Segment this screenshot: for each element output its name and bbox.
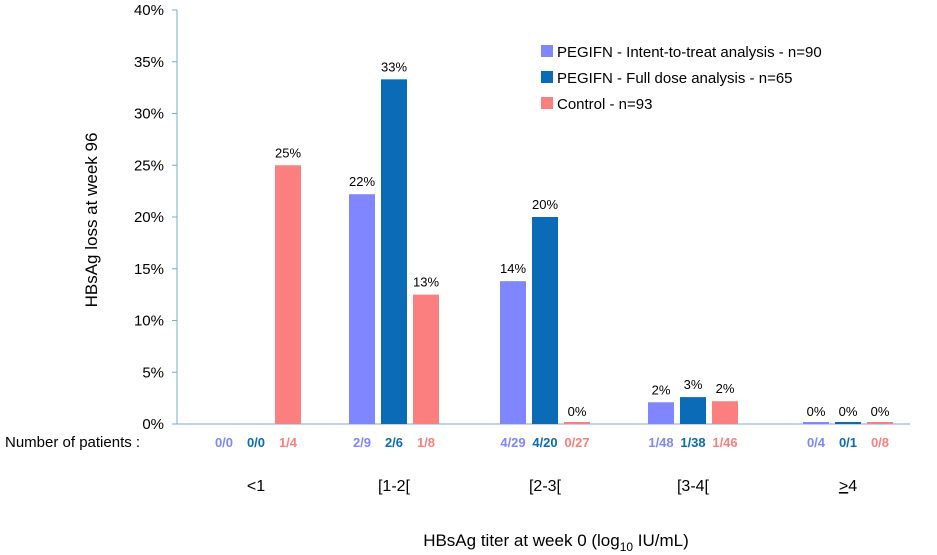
patient-count: 0/1: [839, 435, 857, 450]
y-tick-label: 25%: [134, 157, 164, 174]
data-label: 33%: [381, 59, 407, 74]
data-label: 0%: [839, 404, 858, 419]
category-label: >4: [839, 478, 857, 495]
category-label: <1: [247, 478, 265, 495]
data-label: 20%: [532, 197, 558, 212]
patient-count: 1/46: [712, 435, 737, 450]
y-tick-label: 20%: [134, 209, 164, 226]
patients-row-label: Number of patients :: [5, 434, 140, 451]
bar-3-2: [413, 294, 439, 424]
data-label: 14%: [500, 261, 526, 276]
x-categories: <1 [1-2[ [2-3[ [3-4[ >4: [247, 478, 857, 495]
patient-count: 4/20: [532, 435, 557, 450]
x-axis-title: HBsAg titer at week 0 (log10 IU/mL): [423, 531, 689, 554]
patient-count: 0/8: [871, 435, 889, 450]
y-tick-label: 15%: [134, 261, 164, 278]
bar-1-5: [803, 422, 829, 424]
y-axis-title: HBsAg loss at week 96: [82, 133, 101, 308]
y-tick-label: 0%: [142, 416, 164, 433]
patient-count: 1/4: [279, 435, 298, 450]
category-label: [3-4[: [677, 478, 710, 495]
data-labels: 22% 14% 2% 0% 33% 20% 3% 0% 25% 13% 0% 2% 0%: [275, 59, 890, 419]
data-label: 3%: [684, 377, 703, 392]
patient-count: 1/48: [648, 435, 673, 450]
legend-label: Control - n=93: [557, 96, 652, 113]
patient-count: 2/9: [353, 435, 371, 450]
bar-1-3: [500, 281, 526, 424]
y-tick-label: 5%: [142, 364, 164, 381]
bar-3-3: [564, 422, 590, 424]
data-label: 0%: [568, 404, 587, 419]
bar-3-5: [867, 422, 893, 424]
data-label: 2%: [652, 382, 671, 397]
patient-count: 0/4: [807, 435, 826, 450]
legend-swatch: [541, 71, 553, 83]
data-label: 25%: [275, 145, 301, 160]
bar-2-5: [835, 422, 861, 424]
x-axis-title-main: HBsAg titer at week 0 (log: [423, 531, 620, 550]
y-tick-label: 30%: [134, 106, 164, 123]
bar-3-1: [275, 165, 301, 424]
bars: [275, 79, 893, 424]
x-axis-title-tail: IU/mL): [633, 531, 689, 550]
x-axis-title-sub: 10: [620, 540, 634, 554]
patient-count: 0/0: [215, 435, 233, 450]
patient-count: 4/29: [500, 435, 525, 450]
bar-2-2: [381, 79, 407, 424]
patient-count: 2/6: [385, 435, 403, 450]
y-tick-label: 40%: [134, 2, 164, 19]
bar-1-4: [648, 402, 674, 424]
data-label: 2%: [716, 381, 735, 396]
legend-label: PEGIFN - Full dose analysis - n=65: [557, 70, 793, 87]
bar-3-4: [712, 401, 738, 424]
bar-1-2: [349, 194, 375, 424]
data-label: 13%: [413, 275, 439, 290]
data-label: 22%: [349, 174, 375, 189]
patient-count: 0/0: [247, 435, 265, 450]
y-tick-label: 10%: [134, 313, 164, 330]
y-tick-label: 35%: [134, 54, 164, 71]
patient-count: 1/8: [417, 435, 435, 450]
patient-count: 0/27: [564, 435, 589, 450]
bar-2-3: [532, 217, 558, 424]
bar-2-4: [680, 397, 706, 424]
category-label: [1-2[: [378, 478, 411, 495]
patient-count: 1/38: [680, 435, 705, 450]
legend: PEGIFN - Intent-to-treat analysis - n=90…: [541, 44, 822, 113]
patient-counts: Number of patients : 0/0 2/9 4/29 1/48 0/4 0/…: [5, 434, 889, 451]
legend-swatch: [541, 45, 553, 57]
legend-swatch: [541, 97, 553, 109]
data-label: 0%: [871, 404, 890, 419]
legend-label: PEGIFN - Intent-to-treat analysis - n=90: [557, 44, 822, 61]
data-label: 0%: [807, 404, 826, 419]
category-label: [2-3[: [529, 478, 562, 495]
